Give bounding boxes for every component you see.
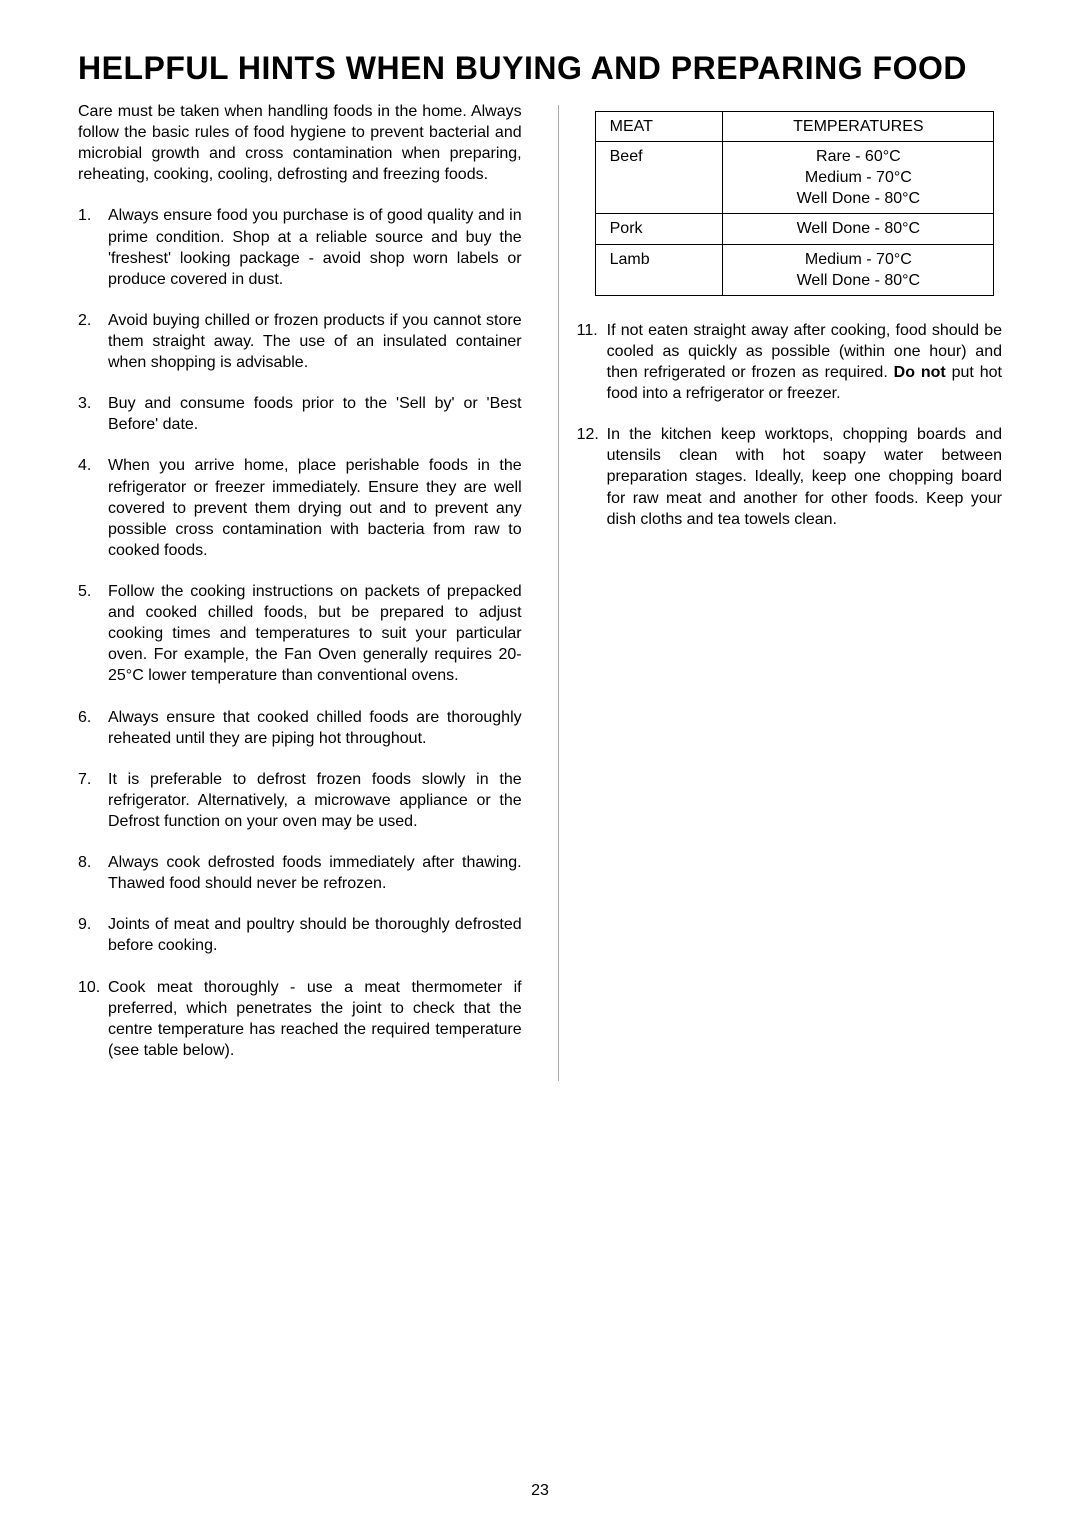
temp-cell: Rare - 60°C Medium - 70°C Well Done - 80…	[723, 142, 994, 214]
hint-item: When you arrive home, place perishable f…	[78, 455, 522, 561]
right-column: MEAT TEMPERATURES Beef Rare - 60°C Mediu…	[558, 105, 1002, 1081]
page-title: HELPFUL HINTS WHEN BUYING AND PREPARING …	[78, 50, 1002, 87]
meat-cell: Beef	[595, 142, 723, 214]
page-number: 23	[0, 1482, 1080, 1500]
meat-temperature-table: MEAT TEMPERATURES Beef Rare - 60°C Mediu…	[595, 111, 995, 296]
table-header-temperatures: TEMPERATURES	[723, 112, 994, 142]
table-row: Pork Well Done - 80°C	[595, 214, 994, 244]
hint-item: Buy and consume foods prior to the 'Sell…	[78, 393, 522, 435]
temp-line: Medium - 70°C	[805, 169, 912, 186]
table-row: Lamb Medium - 70°C Well Done - 80°C	[595, 244, 994, 295]
hint-item: Follow the cooking instructions on packe…	[78, 581, 522, 687]
hint-number: 11.	[577, 320, 598, 341]
hint-item: Always ensure that cooked chilled foods …	[78, 707, 522, 749]
intro-paragraph: Care must be taken when handling foods i…	[78, 101, 522, 185]
temp-line: Well Done - 80°C	[797, 272, 920, 289]
hint-number: 12.	[577, 424, 599, 445]
left-column: Care must be taken when handling foods i…	[78, 101, 522, 1081]
hint-item: Always cook defrosted foods immediately …	[78, 852, 522, 894]
hints-list-left: Always ensure food you purchase is of go…	[78, 205, 522, 1061]
hint-item: Joints of meat and poultry should be tho…	[78, 914, 522, 956]
hint-item: Avoid buying chilled or frozen products …	[78, 310, 522, 373]
temp-line: Medium - 70°C	[805, 251, 912, 268]
temp-line: Well Done - 80°C	[797, 190, 920, 207]
hint-text: In the kitchen keep worktops, chopping b…	[607, 426, 1002, 527]
hint-item: 11. If not eaten straight away after coo…	[577, 320, 1002, 404]
table-header-meat: MEAT	[595, 112, 723, 142]
temp-cell: Medium - 70°C Well Done - 80°C	[723, 244, 994, 295]
hint-bold: Do not	[894, 364, 946, 381]
hint-item: It is preferable to defrost frozen foods…	[78, 769, 522, 832]
temp-line: Rare - 60°C	[816, 148, 901, 165]
hint-item: Cook meat thoroughly - use a meat thermo…	[78, 977, 522, 1061]
content-columns: Care must be taken when handling foods i…	[78, 101, 1002, 1081]
meat-cell: Pork	[595, 214, 723, 244]
hints-list-right: 11. If not eaten straight away after coo…	[577, 320, 1002, 530]
meat-cell: Lamb	[595, 244, 723, 295]
table-header-row: MEAT TEMPERATURES	[595, 112, 994, 142]
table-row: Beef Rare - 60°C Medium - 70°C Well Done…	[595, 142, 994, 214]
hint-item: Always ensure food you purchase is of go…	[78, 205, 522, 289]
temp-cell: Well Done - 80°C	[723, 214, 994, 244]
hint-item: 12. In the kitchen keep worktops, choppi…	[577, 424, 1002, 530]
